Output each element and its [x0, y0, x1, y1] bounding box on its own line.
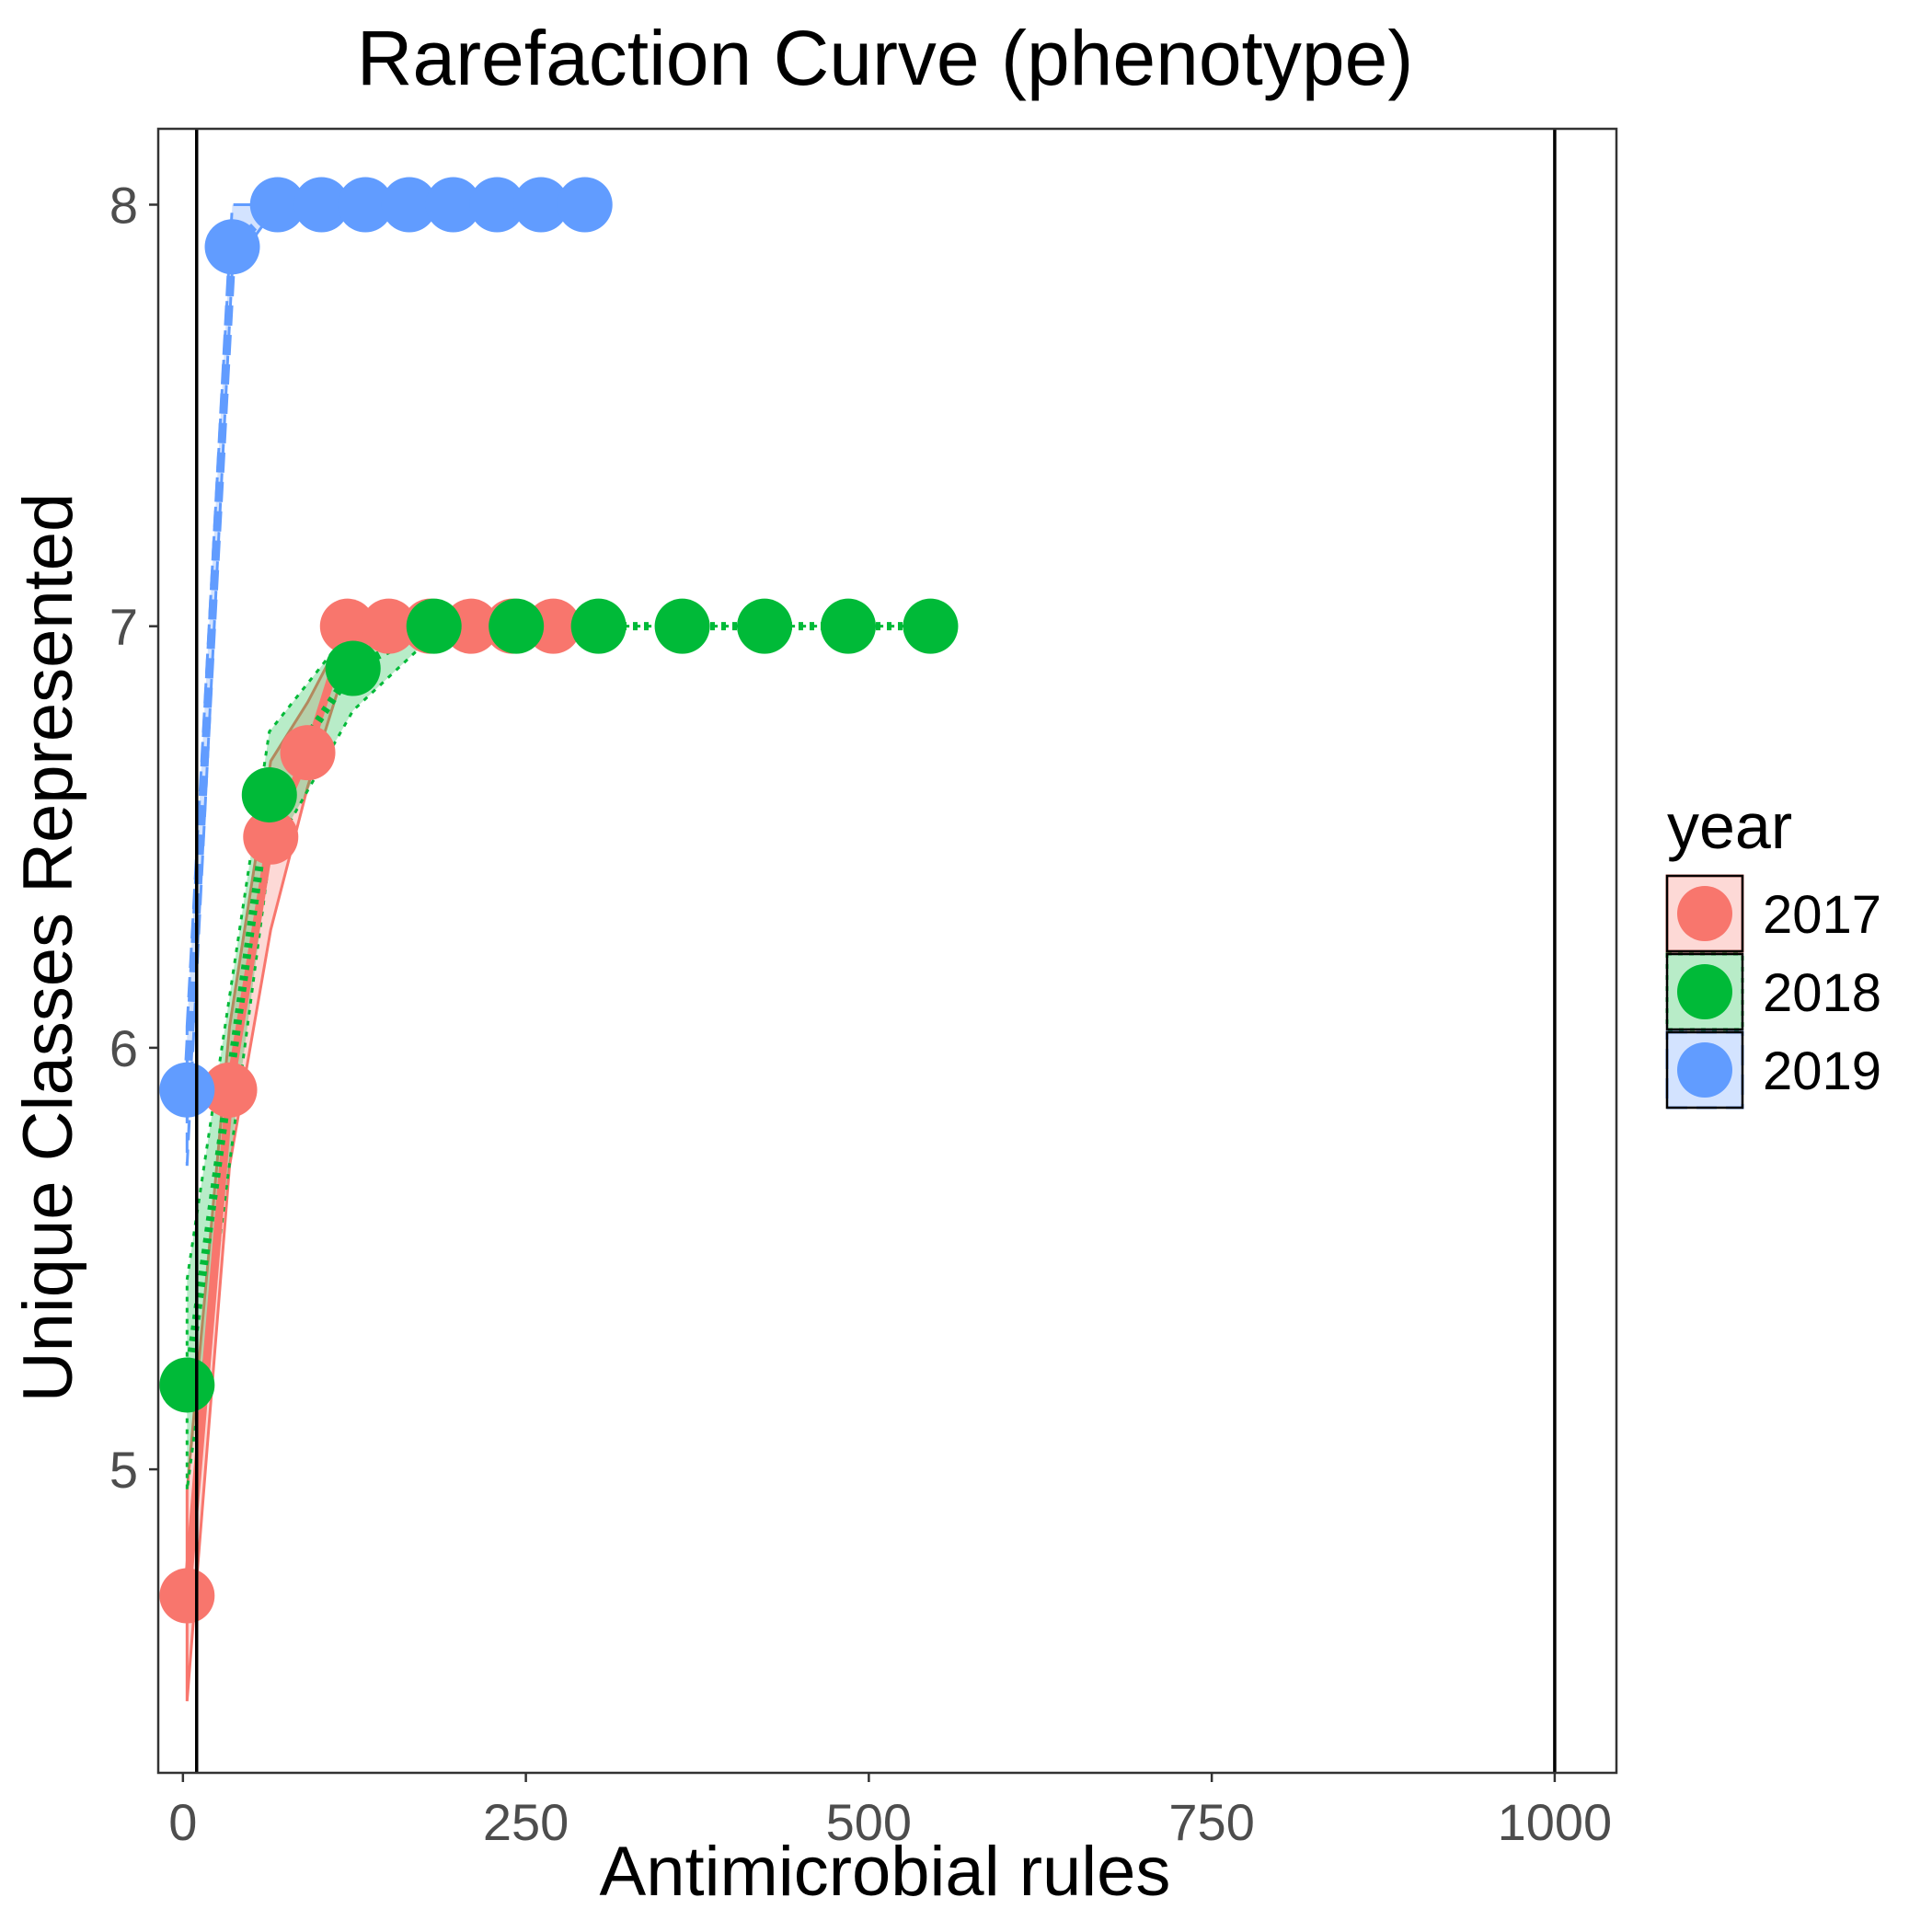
point-2017 — [243, 809, 299, 865]
legend-label-2017: 2017 — [1763, 885, 1881, 945]
series-points — [159, 177, 959, 1624]
point-2019 — [249, 177, 305, 233]
x-axis-title: Antimicrobial rules — [600, 1833, 1171, 1911]
legend-point-2017 — [1677, 886, 1732, 941]
legend: year 2017 2018 2019 — [1665, 790, 1881, 1110]
reference-lines — [194, 129, 1557, 1773]
point-2019 — [469, 177, 525, 233]
legend-point-2018 — [1677, 964, 1732, 1019]
x-tick-label: 0 — [168, 1793, 197, 1851]
point-2018 — [737, 598, 793, 654]
point-2019 — [293, 177, 350, 233]
point-2019 — [204, 219, 260, 275]
chart-title: Rarefaction Curve (phenotype) — [357, 15, 1414, 101]
plot-panel-border — [156, 127, 1618, 1775]
point-2017 — [361, 598, 417, 654]
series-lines — [182, 200, 931, 1596]
point-2019 — [159, 1062, 215, 1118]
legend-key-border — [1665, 874, 1744, 953]
point-2019 — [381, 177, 437, 233]
point-2018 — [325, 640, 381, 696]
point-2018 — [570, 598, 627, 654]
point-2019 — [557, 177, 613, 233]
x-tick-label: 1000 — [1498, 1793, 1613, 1851]
y-tick-label: 6 — [109, 1019, 138, 1077]
y-tick-label: 7 — [109, 598, 138, 656]
y-axis-ticks: 5 6 7 8 — [109, 176, 158, 1499]
band-2017 — [185, 625, 554, 1702]
y-tick-label: 5 — [109, 1441, 138, 1499]
point-2019 — [513, 177, 569, 233]
y-axis-title: Unique Classes Represented — [9, 493, 87, 1403]
point-2017 — [319, 598, 375, 654]
legend-key-border — [1665, 1030, 1744, 1110]
point-2018 — [406, 598, 462, 654]
point-2018 — [903, 598, 959, 654]
point-2019 — [425, 177, 481, 233]
legend-title: year — [1667, 790, 1792, 862]
point-2018 — [654, 598, 710, 654]
x-tick-label: 500 — [826, 1793, 912, 1851]
legend-point-2019 — [1677, 1042, 1732, 1098]
band-2018 — [185, 625, 931, 1491]
y-tick-label: 8 — [109, 176, 138, 234]
legend-label-2018: 2018 — [1763, 963, 1881, 1023]
point-2018 — [241, 766, 297, 822]
legend-key-border — [1665, 952, 1744, 1031]
confidence-bands — [185, 202, 931, 1702]
point-2018 — [159, 1357, 215, 1413]
x-tick-label: 750 — [1168, 1793, 1254, 1851]
point-2018 — [489, 598, 545, 654]
x-tick-label: 250 — [483, 1793, 569, 1851]
x-axis-ticks: 0 250 500 750 1000 — [168, 1773, 1612, 1851]
point-2018 — [821, 598, 877, 654]
point-2017 — [201, 1062, 258, 1118]
point-2019 — [338, 177, 394, 233]
point-2017 — [280, 725, 336, 781]
legend-label-2019: 2019 — [1763, 1041, 1881, 1101]
point-2017 — [159, 1568, 215, 1624]
